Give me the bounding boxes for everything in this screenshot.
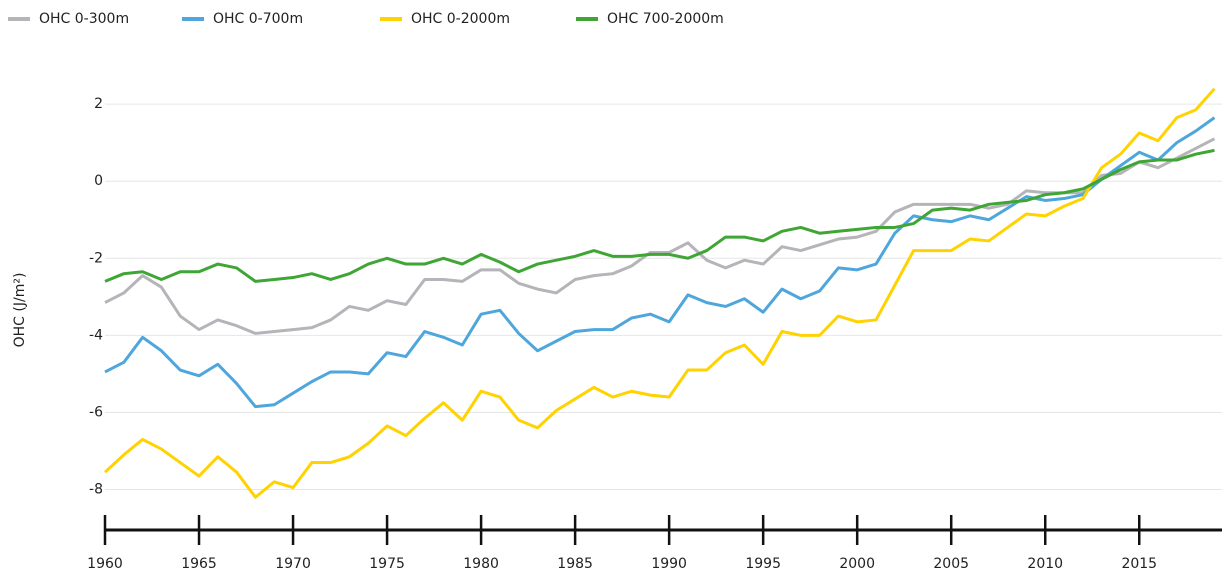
- x-tick-label: 2010: [1027, 556, 1063, 572]
- series-line: [104, 116, 1216, 409]
- legend-label: OHC 0-300m: [39, 11, 129, 27]
- x-tick-label: 1960: [87, 556, 123, 572]
- x-tick-label: 1970: [275, 556, 311, 572]
- x-tick-label: 1975: [369, 556, 405, 572]
- x-tick-label: 1995: [745, 556, 781, 572]
- series-line: [103, 87, 1216, 499]
- x-tick-label: 2005: [933, 556, 969, 572]
- y-tick-label: -6: [89, 404, 103, 420]
- y-tick-label: -8: [89, 482, 103, 498]
- y-tick-label: 2: [94, 96, 103, 112]
- x-tick-label: 1980: [463, 556, 499, 572]
- legend-label: OHC 0-700m: [213, 11, 303, 27]
- series-line: [104, 137, 1216, 335]
- legend-label: OHC 700-2000m: [607, 11, 724, 27]
- x-tick-label: 1985: [557, 556, 593, 572]
- y-tick-label: -4: [89, 327, 103, 343]
- x-tick-label: 1965: [181, 556, 217, 572]
- y-axis-label: OHC (J/m²): [12, 273, 28, 348]
- x-tick-label: 2015: [1121, 556, 1157, 572]
- x-tick-label: 2000: [839, 556, 875, 572]
- y-tick-label: 0: [94, 173, 103, 189]
- y-tick-label: -2: [89, 250, 103, 266]
- x-tick-label: 1990: [651, 556, 687, 572]
- series-line: [104, 148, 1215, 283]
- legend-label: OHC 0-2000m: [411, 11, 510, 27]
